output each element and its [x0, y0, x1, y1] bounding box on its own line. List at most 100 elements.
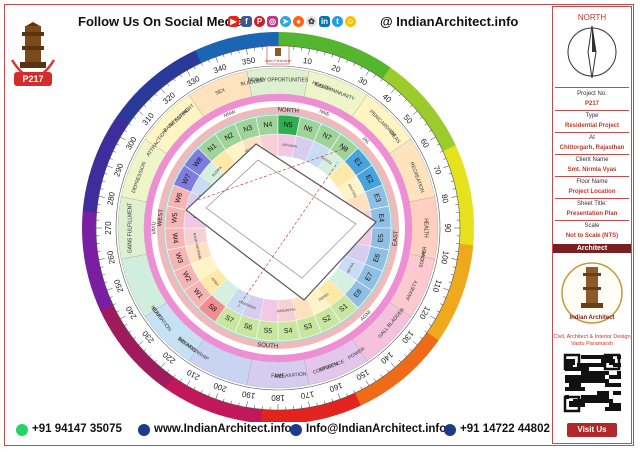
- telegram-icon[interactable]: ➤: [280, 16, 291, 27]
- qr-cell: [605, 391, 609, 395]
- qr-cell: [581, 367, 585, 371]
- whatsapp-icon[interactable]: [16, 424, 28, 436]
- qr-cell: [581, 355, 585, 359]
- phone-icon: [444, 424, 456, 436]
- pad-label: E3: [372, 193, 381, 203]
- qr-cell: [613, 383, 617, 387]
- youtube-icon[interactable]: ▶: [228, 16, 239, 27]
- degree-color-segment: [394, 356, 417, 379]
- instagram-icon[interactable]: ◎: [267, 16, 278, 27]
- element-label: VAYU: [151, 221, 157, 234]
- qr-cell: [601, 375, 605, 379]
- degree-tick: [186, 380, 191, 386]
- vastu-wheel: 0102030405060708090100110120130140150160…: [82, 32, 475, 422]
- pad-label: W4: [171, 233, 179, 244]
- qr-cell: [573, 379, 577, 383]
- qr-cell: [565, 387, 569, 391]
- element-label: NNE: [318, 109, 331, 119]
- reddit-icon[interactable]: ●: [293, 16, 304, 27]
- qr-cell: [597, 395, 601, 399]
- logo: P217: [10, 22, 56, 86]
- qr-cell: [577, 387, 581, 391]
- degree-color-segment: [151, 367, 174, 389]
- degree-color-segment: [210, 398, 231, 418]
- pad-label: E7: [364, 271, 374, 282]
- degree-label: 10: [302, 56, 313, 67]
- twitter-icon[interactable]: t: [332, 16, 343, 27]
- degree-tick: [98, 196, 105, 198]
- qr-cell: [585, 399, 589, 403]
- degree-label: 180: [271, 393, 285, 402]
- degree-color-segment: [368, 377, 391, 399]
- pad-label: S8: [207, 303, 218, 314]
- qr-cell: [601, 379, 605, 383]
- degree-color-segment: [227, 34, 248, 53]
- linkedin-icon[interactable]: in: [319, 16, 330, 27]
- influence-label: FAME: [271, 373, 285, 379]
- degree-color-segment: [88, 274, 107, 296]
- degree-label: 190: [241, 389, 256, 400]
- footer-website[interactable]: www.IndianArchitect.info: [154, 423, 292, 435]
- footer-phone1[interactable]: +91 94147 35075: [32, 423, 122, 435]
- qr-cell: [605, 359, 609, 363]
- footer-email[interactable]: Info@IndianArchitect.info: [306, 423, 447, 435]
- degree-tick: [424, 123, 428, 126]
- header-website[interactable]: @ IndianArchitect.info: [380, 14, 519, 29]
- qr-cell: [581, 387, 585, 391]
- degree-color-segment: [195, 43, 217, 64]
- tumblr-icon[interactable]: ✿: [306, 16, 317, 27]
- qr-code[interactable]: [563, 353, 621, 413]
- degree-tick: [246, 48, 248, 55]
- visit-us-button[interactable]: Visit Us: [567, 423, 617, 437]
- pad-label: W3: [174, 252, 184, 264]
- pad-label: W2: [181, 271, 192, 284]
- degree-tick: [390, 362, 396, 368]
- element-label: NNW: [223, 109, 237, 119]
- degree-tick: [230, 52, 232, 56]
- degree-tick: [337, 393, 341, 400]
- pinterest-icon[interactable]: P: [254, 16, 265, 27]
- facebook-icon[interactable]: f: [241, 16, 252, 27]
- qr-cell: [601, 391, 605, 395]
- degree-tick: [428, 323, 432, 326]
- qr-cell: [609, 375, 613, 379]
- direction-label: NORTH: [277, 107, 299, 115]
- project-no: P217: [584, 101, 599, 107]
- degree-tick: [104, 173, 108, 175]
- degree-color-segment: [210, 38, 232, 57]
- degree-color-segment: [93, 144, 114, 166]
- degree-label: 110: [431, 278, 444, 294]
- qr-cell: [585, 355, 589, 359]
- qr-cell: [601, 359, 605, 363]
- pad-label: N7: [321, 132, 332, 142]
- client-value: Smt. Nirmla Vyas: [567, 167, 617, 173]
- degree-color-segment: [82, 243, 99, 263]
- degree-tick: [409, 348, 413, 352]
- degree-tick: [360, 386, 363, 390]
- degree-color-segment: [457, 243, 474, 263]
- degree-tick: [98, 258, 105, 260]
- pad-label: S7: [224, 314, 235, 324]
- degree-tick: [109, 158, 113, 160]
- degree-label: 290: [112, 162, 125, 178]
- degree-tick: [443, 296, 447, 298]
- degree-color-segment: [426, 319, 448, 341]
- visit-us-label: Visit Us: [577, 425, 607, 434]
- qr-cell: [605, 395, 609, 399]
- element-label: JAL: [360, 135, 370, 145]
- at-label: At: [589, 135, 595, 141]
- qr-cell: [605, 407, 609, 411]
- degree-color-segment: [82, 193, 99, 213]
- degree-tick: [230, 400, 232, 404]
- degree-tick: [223, 398, 225, 402]
- qr-cell: [573, 383, 577, 387]
- degree-tick: [450, 274, 454, 276]
- footer-phone2[interactable]: +91 14722 44802: [460, 423, 550, 435]
- qr-cell: [597, 399, 601, 403]
- snapchat-icon[interactable]: ☺: [345, 16, 356, 27]
- qr-cell: [585, 371, 589, 375]
- degree-color-segment: [325, 38, 346, 58]
- degree-tick: [412, 110, 418, 116]
- qr-cell: [609, 407, 613, 411]
- qr-cell: [565, 359, 569, 363]
